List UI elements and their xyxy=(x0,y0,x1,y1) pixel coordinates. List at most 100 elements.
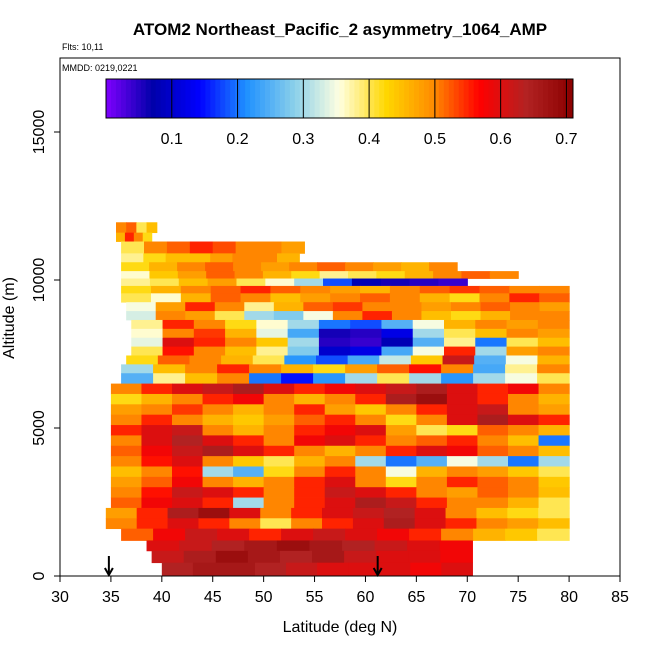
heatmap-cell xyxy=(263,404,295,416)
heatmap-cell xyxy=(538,435,570,447)
heatmap-cell xyxy=(172,456,204,467)
colorbar-swatch xyxy=(225,79,231,118)
heatmap-cell xyxy=(144,241,168,254)
heatmap-cell xyxy=(324,435,356,447)
heatmap-cell xyxy=(505,355,539,365)
heatmap-cell xyxy=(149,262,178,272)
heatmap-cell xyxy=(303,311,334,321)
colorbar-swatch xyxy=(289,79,296,118)
heatmap-cell xyxy=(355,425,387,436)
heatmap-cell xyxy=(281,373,314,384)
heatmap-cell xyxy=(444,346,476,356)
plot-frame xyxy=(59,57,621,577)
heatmap-cell xyxy=(416,487,448,498)
heatmap-cell xyxy=(506,328,539,339)
colorbar-tick-label: 0.3 xyxy=(292,131,314,148)
colorbar-swatch xyxy=(414,79,420,118)
heatmap-cell xyxy=(185,364,218,374)
heatmap-cell xyxy=(126,302,157,312)
x-tick-label: 70 xyxy=(458,589,476,606)
heatmap-cell xyxy=(537,364,570,374)
heatmap-cell xyxy=(416,383,448,395)
heatmap-cell xyxy=(124,232,135,242)
colorbar-swatch xyxy=(274,79,281,118)
heatmap-cell xyxy=(240,285,272,294)
colorbar-swatch xyxy=(245,79,251,118)
heatmap-cell xyxy=(355,435,387,447)
heatmap-cell xyxy=(232,253,256,263)
heatmap-cell xyxy=(352,507,385,519)
heatmap-cell xyxy=(254,562,287,577)
heatmap-cell xyxy=(373,262,402,272)
colorbar-swatch xyxy=(299,79,306,118)
heatmap-cell xyxy=(262,271,292,279)
colorbar-swatch xyxy=(503,79,509,118)
heatmap-cell xyxy=(294,487,326,498)
heatmap-cell xyxy=(510,302,541,312)
heatmap-cell xyxy=(538,487,570,498)
colorbar-swatch xyxy=(463,79,470,118)
heatmap-cell xyxy=(189,241,214,254)
colorbar-swatch xyxy=(255,79,261,118)
heatmap-cell xyxy=(446,456,479,467)
heatmap-cell xyxy=(477,487,509,498)
heatmap-cell xyxy=(508,445,540,457)
colorbar-swatch xyxy=(409,79,415,118)
heatmap-cell xyxy=(136,507,169,519)
heatmap-cell xyxy=(294,476,326,488)
colorbar-swatch xyxy=(185,79,191,118)
heatmap-cell xyxy=(508,393,540,405)
heatmap-cell xyxy=(121,373,154,384)
heatmap-cell xyxy=(409,528,442,541)
heatmap-cell xyxy=(172,414,204,426)
heatmap-cell xyxy=(404,271,434,279)
heatmap-cell xyxy=(508,425,540,436)
heatmap-cell xyxy=(270,285,301,294)
heatmap-cell xyxy=(537,373,570,384)
heatmap-cell xyxy=(376,550,409,564)
heatmap-cell xyxy=(385,435,417,447)
heatmap-cell xyxy=(408,550,441,564)
heatmap-cell xyxy=(374,540,408,552)
colorbar-swatch xyxy=(195,79,201,118)
heatmap-cell xyxy=(281,364,314,374)
heatmap-cell xyxy=(202,435,234,447)
heatmap-cell xyxy=(294,466,326,478)
heatmap-cell xyxy=(316,355,349,365)
colorbar-swatch xyxy=(145,79,152,118)
heatmap-cell xyxy=(110,414,143,426)
heatmap-cell xyxy=(131,337,164,347)
heatmap-cell xyxy=(441,364,474,374)
heatmap-cell xyxy=(143,253,167,263)
heatmap-cell xyxy=(324,476,356,488)
heatmap-cell xyxy=(263,487,295,498)
heatmap-cell xyxy=(146,540,180,552)
heatmap-cell xyxy=(172,466,204,478)
heatmap-cell xyxy=(507,507,539,519)
heatmap-cell xyxy=(150,293,182,303)
heatmap-cell xyxy=(537,328,570,339)
colorbar-swatch xyxy=(349,79,355,118)
heatmap-cell xyxy=(221,355,254,365)
colorbar-swatch xyxy=(399,79,405,118)
heatmap-cell xyxy=(391,302,423,312)
colorbar-swatch xyxy=(135,79,142,118)
heatmap-cell xyxy=(210,285,242,294)
y-tick-label: 10000 xyxy=(31,258,48,303)
heatmap-cell xyxy=(385,497,417,509)
heatmap-cell xyxy=(319,271,349,279)
colorbar xyxy=(105,78,574,119)
heatmap-cell xyxy=(446,435,479,447)
heatmap-cell xyxy=(441,562,473,577)
x-tick-label: 75 xyxy=(509,589,527,606)
colorbar-swatch xyxy=(264,79,271,118)
colorbar-swatch xyxy=(478,79,485,118)
y-axis-label: Altitude (m) xyxy=(1,277,18,359)
heatmap-cell xyxy=(217,528,250,541)
heatmap-cell xyxy=(252,355,285,365)
heatmap-cell xyxy=(136,518,169,530)
heatmap-cell xyxy=(446,497,479,509)
heatmap-cell xyxy=(205,262,234,272)
heatmap-cell xyxy=(183,550,217,564)
heatmap-cell xyxy=(348,562,380,577)
